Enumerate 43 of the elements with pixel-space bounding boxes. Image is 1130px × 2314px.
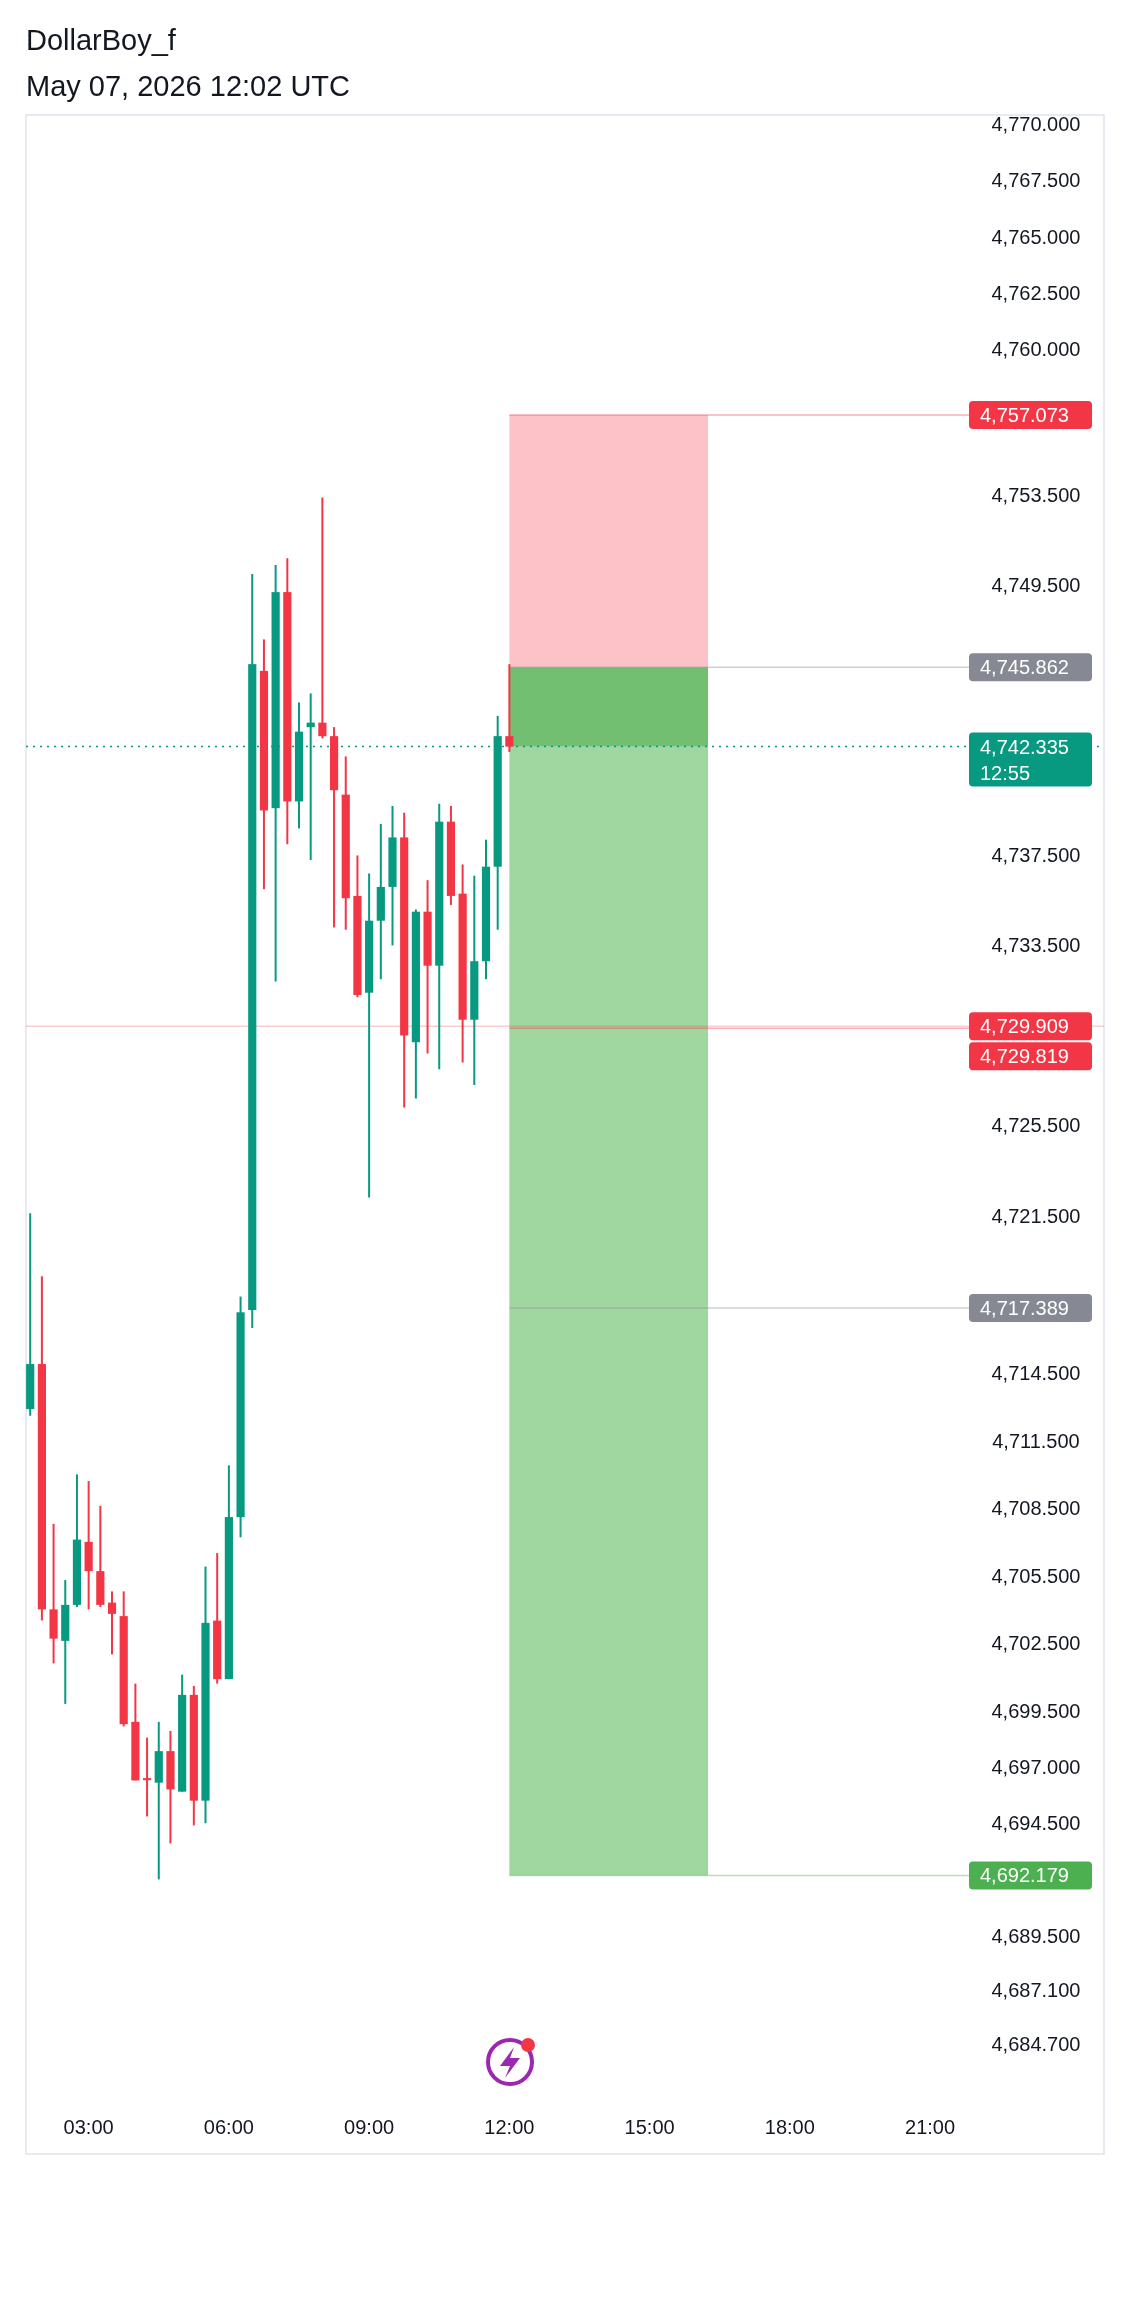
y-tick-label: 4,699.500 <box>991 1699 1081 1722</box>
ref-line-label: 4,745.862 <box>980 656 1069 679</box>
x-tick-label: 09:00 <box>344 2116 395 2138</box>
candlestick <box>107 1590 117 1656</box>
x-tick-label: 21:00 <box>905 2116 956 2138</box>
y-tick-label: 4,708.500 <box>991 1497 1081 1520</box>
chart-title: DollarBoy_f <box>26 24 177 56</box>
y-tick-label: 4,711.500 <box>992 1429 1080 1452</box>
y-tick-label: 4,714.500 <box>991 1362 1081 1385</box>
ref-line-label: 4,742.335 <box>980 735 1069 758</box>
y-tick-label: 4,697.000 <box>991 1755 1081 1778</box>
y-tick-label: 4,765.000 <box>991 225 1081 248</box>
y-tick-label: 4,737.500 <box>991 844 1081 867</box>
y-tick-label: 4,770.000 <box>991 113 1081 135</box>
y-tick-label: 4,733.500 <box>991 934 1081 957</box>
y-tick-label: 4,753.500 <box>991 484 1081 507</box>
x-tick-label: 18:00 <box>764 2116 815 2138</box>
y-tick-label: 4,702.500 <box>991 1632 1081 1655</box>
ref-line-label: 4,729.909 <box>980 1015 1069 1038</box>
x-tick-label: 03:00 <box>63 2116 114 2138</box>
y-tick-label: 4,705.500 <box>991 1564 1081 1587</box>
candlestick <box>505 663 514 753</box>
x-tick-label: 15:00 <box>624 2116 675 2138</box>
y-tick-label: 4,767.500 <box>991 169 1081 192</box>
x-tick-label: 06:00 <box>203 2116 254 2138</box>
ref-line-label: 4,717.389 <box>980 1297 1069 1320</box>
y-tick-label: 4,725.500 <box>991 1114 1081 1137</box>
y-tick-label: 4,749.500 <box>991 574 1081 597</box>
y-tick-label: 4,760.000 <box>991 338 1081 361</box>
y-tick-label: 4,721.500 <box>991 1204 1081 1227</box>
annotation: 12:55 <box>980 761 1031 784</box>
y-tick-label: 4,687.100 <box>991 1978 1081 2001</box>
candlestick <box>318 496 327 740</box>
x-tick-label: 12:00 <box>484 2116 535 2138</box>
ref-line-label: 4,692.179 <box>980 1864 1069 1887</box>
chart-subtitle: May 07, 2026 12:02 UTC <box>26 70 351 102</box>
y-tick-label: 4,684.700 <box>991 2032 1081 2055</box>
y-tick-label: 4,762.500 <box>991 281 1081 304</box>
ref-line-label: 4,729.819 <box>980 1045 1069 1068</box>
y-tick-label: 4,694.500 <box>991 1812 1081 1835</box>
y-tick-label: 4,689.500 <box>991 1924 1081 1947</box>
candlestick <box>142 1736 152 1818</box>
ref-line-label: 4,757.073 <box>980 403 1069 426</box>
